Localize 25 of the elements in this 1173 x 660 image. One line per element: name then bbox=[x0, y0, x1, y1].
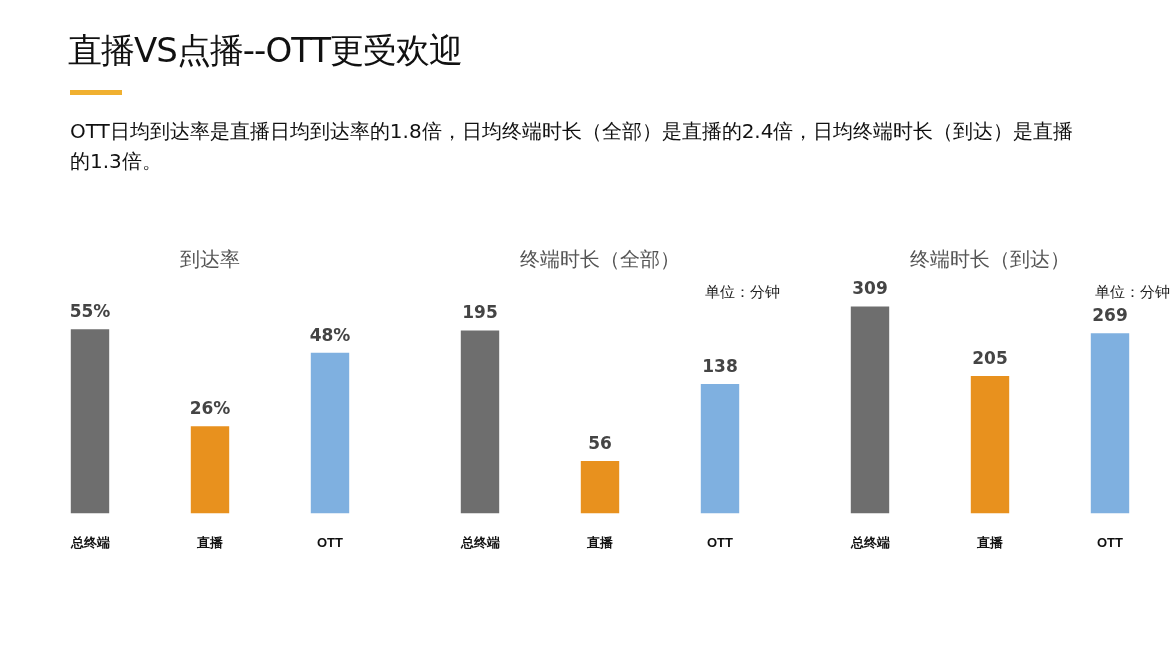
x-tick-label: OTT bbox=[317, 534, 344, 550]
x-tick-label: OTT bbox=[707, 534, 734, 550]
data-label: 55% bbox=[69, 301, 111, 322]
chart-title: 终端时长（全部） bbox=[520, 247, 680, 272]
text: 单位：分钟 bbox=[705, 283, 780, 302]
data-label: 195 bbox=[462, 302, 498, 323]
x-tick-label: 总终端 bbox=[69, 534, 110, 550]
data-label: 269 bbox=[1092, 305, 1128, 326]
x-tick-label: 直播 bbox=[196, 534, 224, 550]
text: 单位：分钟 bbox=[1095, 283, 1170, 302]
x-tick-label: 直播 bbox=[586, 534, 614, 550]
chart-title: 终端时长（到达） bbox=[910, 247, 1070, 272]
x-tick-label: OTT bbox=[1097, 534, 1124, 550]
x-tick-label: 总终端 bbox=[459, 534, 500, 550]
data-label: 309 bbox=[852, 278, 888, 299]
data-label: 56 bbox=[588, 432, 612, 453]
chart-title: 到达率 bbox=[180, 247, 240, 272]
text: OTT日均到达率是直播日均到达率的1.8倍，日均终端时长（全部）是直播的2.4倍，日均终端时长（到达）是直播的1.3倍。 bbox=[70, 118, 1075, 175]
data-label: 48% bbox=[309, 324, 351, 345]
x-tick-label: 直播 bbox=[976, 534, 1004, 550]
data-label: 138 bbox=[702, 355, 738, 376]
x-tick-label: 总终端 bbox=[849, 534, 890, 550]
data-label: 205 bbox=[972, 348, 1008, 369]
text: 直播VS点播--OTT更受欢迎 bbox=[68, 29, 463, 72]
data-label: 26% bbox=[189, 398, 231, 419]
